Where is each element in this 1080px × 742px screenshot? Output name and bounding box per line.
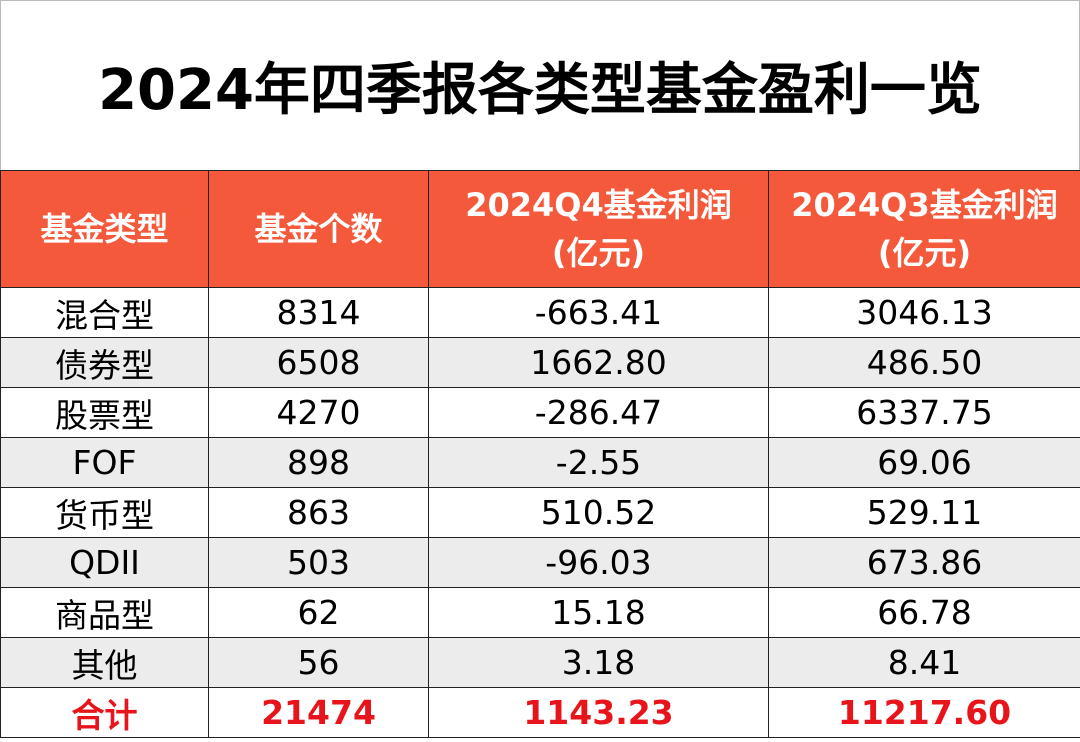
table-cell: QDII xyxy=(0,537,209,588)
table-row: 债券型 6508 1662.80 486.50 xyxy=(0,337,1080,388)
table-cell: 69.06 xyxy=(768,437,1080,488)
table-row: 货币型 863 510.52 529.11 xyxy=(0,487,1080,538)
table-cell: 货币型 xyxy=(0,487,209,538)
table-cell: 486.50 xyxy=(768,337,1080,388)
header-cell: 基金类型 xyxy=(0,170,209,288)
table-cell: 529.11 xyxy=(768,487,1080,538)
table-row: QDII 503 -96.03 673.86 xyxy=(0,537,1080,588)
table-cell: 62 xyxy=(208,587,429,638)
table-cell: 其他 xyxy=(0,637,209,688)
table-cell: 4270 xyxy=(208,387,429,438)
total-cell: 合计 xyxy=(0,687,209,738)
table-cell: 56 xyxy=(208,637,429,688)
table-cell: -96.03 xyxy=(428,537,769,588)
table-cell: 1662.80 xyxy=(428,337,769,388)
table-cell: 混合型 xyxy=(0,287,209,338)
table-cell: -663.41 xyxy=(428,287,769,338)
header-cell: 2024Q3基金利润 (亿元) xyxy=(768,170,1080,288)
table-cell: 3.18 xyxy=(428,637,769,688)
title: 2024年四季报各类型基金盈利一览 xyxy=(0,0,1080,170)
table-row: FOF 898 -2.55 69.06 xyxy=(0,437,1080,488)
table-cell: -2.55 xyxy=(428,437,769,488)
table-row: 混合型 8314 -663.41 3046.13 xyxy=(0,287,1080,338)
table-row: 其他 56 3.18 8.41 xyxy=(0,637,1080,688)
table-body: 混合型 8314 -663.41 3046.13 债券型 6508 1662.80 486.5… xyxy=(0,287,1080,738)
table-cell: 898 xyxy=(208,437,429,488)
table-cell: 商品型 xyxy=(0,587,209,638)
table-cell: 15.18 xyxy=(428,587,769,638)
table-cell: 3046.13 xyxy=(768,287,1080,338)
table-cell: FOF xyxy=(0,437,209,488)
header-row: 基金类型 基金个数 2024Q4基金利润 (亿元) 2024Q3基金利润 (亿元) xyxy=(0,170,1080,288)
table-cell: 503 xyxy=(208,537,429,588)
profit-table: 基金类型 基金个数 2024Q4基金利润 (亿元) 2024Q3基金利润 (亿元) 混… xyxy=(0,170,1080,738)
header-cell: 2024Q4基金利润 (亿元) xyxy=(428,170,769,288)
table-cell: 673.86 xyxy=(768,537,1080,588)
table-cell: 股票型 xyxy=(0,387,209,438)
table-cell: 6337.75 xyxy=(768,387,1080,438)
table-cell: 510.52 xyxy=(428,487,769,538)
table-cell: 8314 xyxy=(208,287,429,338)
table-cell: 8.41 xyxy=(768,637,1080,688)
table-cell: -286.47 xyxy=(428,387,769,438)
total-row: 合计 21474 1143.23 11217.60 xyxy=(0,687,1080,738)
table-cell: 863 xyxy=(208,487,429,538)
total-cell: 1143.23 xyxy=(428,687,769,738)
table-cell: 债券型 xyxy=(0,337,209,388)
total-cell: 11217.60 xyxy=(768,687,1080,738)
table-row: 股票型 4270 -286.47 6337.75 xyxy=(0,387,1080,438)
table-row: 商品型 62 15.18 66.78 xyxy=(0,587,1080,638)
table-cell: 6508 xyxy=(208,337,429,388)
table-cell: 66.78 xyxy=(768,587,1080,638)
total-cell: 21474 xyxy=(208,687,429,738)
header-cell: 基金个数 xyxy=(208,170,429,288)
